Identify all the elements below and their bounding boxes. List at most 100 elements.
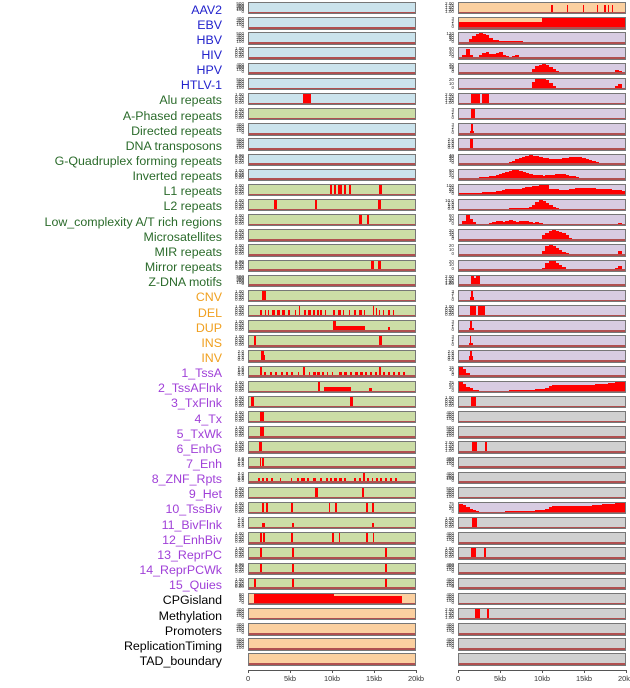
track-left-23	[248, 350, 416, 362]
ytick-label: 0	[451, 373, 454, 378]
track-baseline	[249, 648, 415, 650]
track-right-37	[458, 563, 626, 575]
track-right-41	[458, 623, 626, 635]
track-right-21	[458, 320, 626, 332]
track-left-38	[248, 578, 416, 590]
track-baseline	[249, 254, 415, 256]
track-baseline	[249, 436, 415, 438]
ytick-label: 0.0	[238, 358, 244, 363]
track-baseline	[249, 330, 415, 332]
ytick-label: 0	[451, 161, 454, 166]
track-label-del: DEL	[0, 307, 222, 319]
ytick-label: 0	[451, 510, 454, 515]
ytick-label: 0	[451, 646, 454, 651]
track-right-14	[458, 214, 626, 226]
track-baseline	[249, 163, 415, 165]
track-left-30	[248, 457, 416, 469]
track-baseline	[459, 224, 625, 226]
ytick-label: 0	[451, 298, 454, 303]
ytick-label: 0.00	[235, 161, 244, 166]
track-left-18	[248, 275, 416, 287]
track-label-g-quadruplex-forming-repeats: G-Quadruplex forming repeats	[0, 155, 222, 167]
track-label-6-enhg: 6_EnhG	[0, 443, 222, 455]
track-label-ins: INS	[0, 337, 222, 349]
xaxis-tick-label: 0	[246, 674, 250, 683]
track-right-42	[458, 638, 626, 650]
track-baseline	[249, 88, 415, 90]
track-right-0	[458, 2, 626, 14]
ytick-label: 0.00	[235, 495, 244, 500]
track-left-27	[248, 411, 416, 423]
track-right-23	[458, 350, 626, 362]
track-label-2-tssaflnk: 2_TssAFlnk	[0, 382, 222, 394]
ytick-label: 0	[241, 282, 244, 287]
track-right-25	[458, 381, 626, 393]
track-baseline	[249, 542, 415, 544]
track-baseline	[249, 224, 415, 226]
track-baseline	[459, 118, 625, 120]
ytick-label: 0	[451, 192, 454, 197]
ytick-label: 0.00	[445, 404, 454, 409]
track-left-14	[248, 214, 416, 226]
track-baseline	[459, 209, 625, 211]
track-left-37	[248, 563, 416, 575]
track-label-cnv: CNV	[0, 291, 222, 303]
track-baseline	[249, 148, 415, 150]
track-label-inv: INV	[0, 352, 222, 364]
ytick-label: 0	[451, 40, 454, 45]
track-baseline	[459, 527, 625, 529]
ytick-label: 0.00	[235, 313, 244, 318]
ytick-label: 0.00	[235, 540, 244, 545]
ytick-label: 0.00	[235, 389, 244, 394]
track-left-17	[248, 260, 416, 272]
track-left-5	[248, 78, 416, 90]
ytick-label: 0	[451, 131, 454, 136]
track-label-hpv: HPV	[0, 64, 222, 76]
track-label-cpgisland: CPGisland	[0, 594, 222, 606]
xaxis-tick-label: 15kb	[576, 674, 592, 683]
ytick-label: 0.00	[235, 555, 244, 560]
track-left-26	[248, 396, 416, 408]
ytick-label: 0.0	[238, 525, 244, 530]
track-baseline	[249, 527, 415, 529]
ytick-label: 0	[451, 419, 454, 424]
track-baseline	[249, 345, 415, 347]
track-label-1-tssa: 1_TssA	[0, 367, 222, 379]
track-baseline	[459, 345, 625, 347]
track-baseline	[249, 12, 415, 14]
track-baseline	[459, 42, 625, 44]
track-label-mir-repeats: MIR repeats	[0, 246, 222, 258]
xaxis-tick	[626, 670, 627, 673]
ytick-label: 100	[446, 434, 454, 439]
track-baseline	[249, 269, 415, 271]
track-label-hbv: HBV	[0, 34, 222, 46]
ytick-label: 0.00	[235, 267, 244, 272]
